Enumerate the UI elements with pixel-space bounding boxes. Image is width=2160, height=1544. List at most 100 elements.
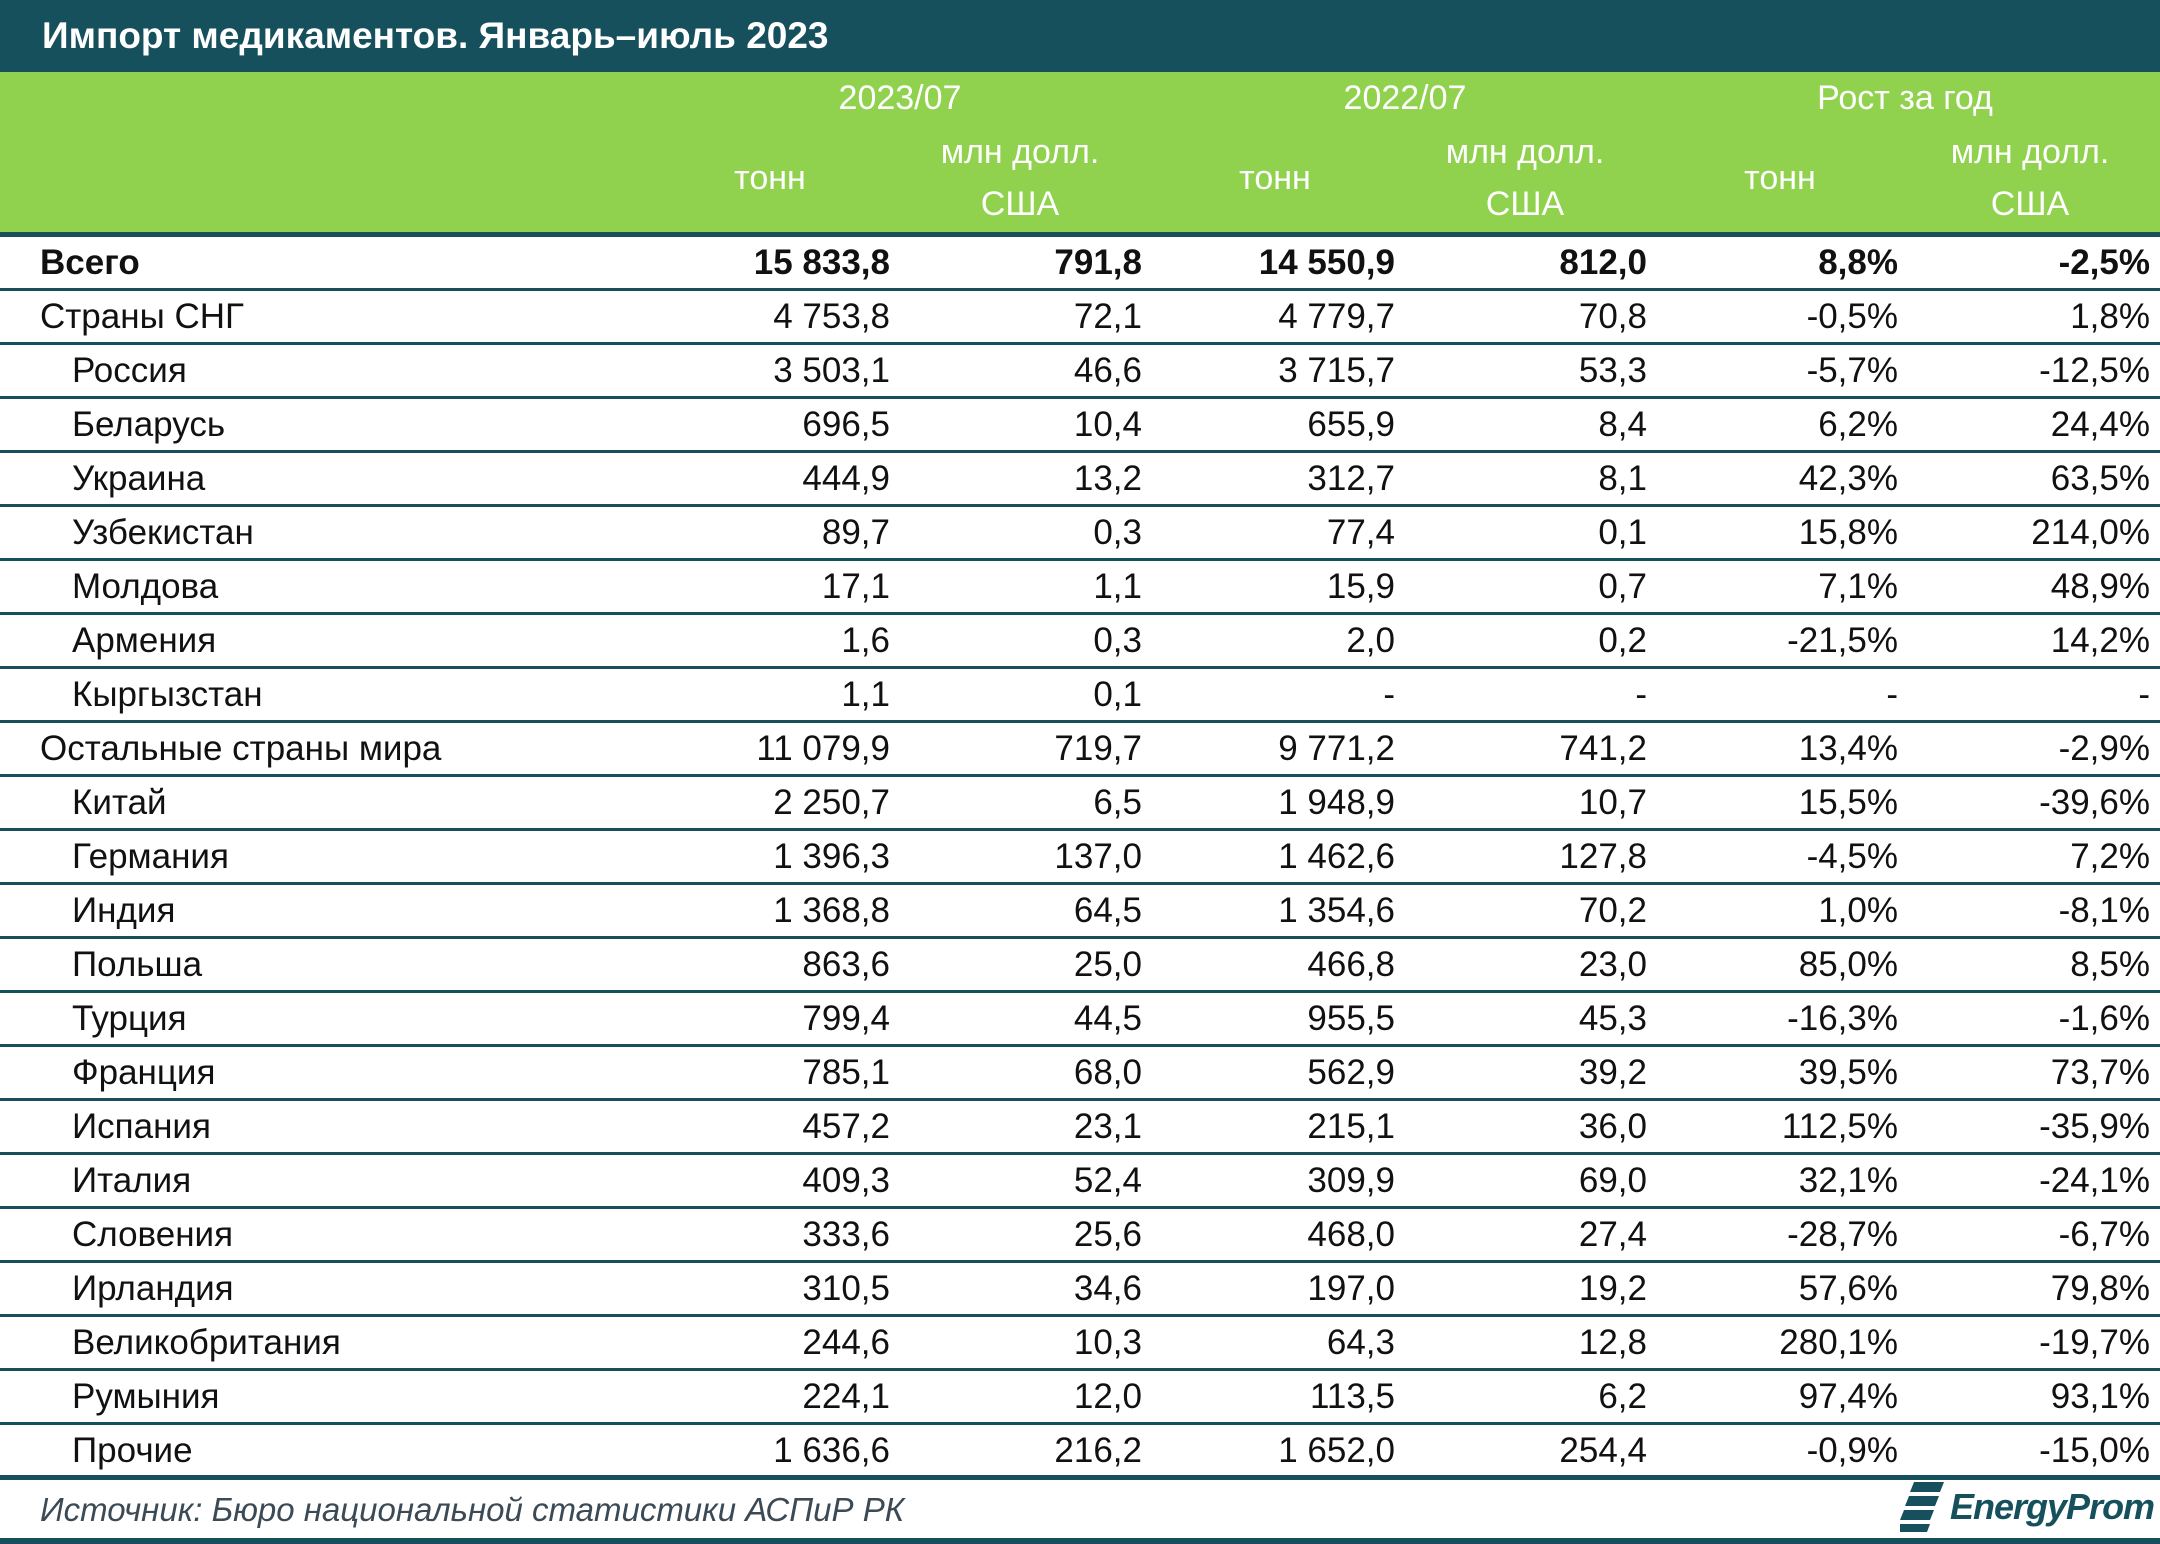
table-row: Прочие 1 636,6 216,2 1 652,0 254,4 -0,9% -15,0… bbox=[0, 1424, 2160, 1478]
row-value: 57,6% bbox=[1798, 1269, 1898, 1308]
row-value: 89,7 bbox=[821, 513, 890, 552]
row-value: -1,6% bbox=[2058, 999, 2150, 1038]
row-separator bbox=[0, 936, 2160, 939]
row-value: 34,6 bbox=[1073, 1269, 1142, 1308]
row-value: 444,9 bbox=[802, 459, 890, 498]
row-value: -28,7% bbox=[1787, 1215, 1898, 1254]
row-value: 1 368,8 bbox=[773, 891, 890, 930]
row-value: 409,3 bbox=[802, 1161, 890, 1200]
row-value: 25,0 bbox=[1073, 945, 1142, 984]
row-value: -24,1% bbox=[2039, 1161, 2150, 1200]
row-value: 0,1 bbox=[1093, 675, 1142, 714]
row-value: -16,3% bbox=[1787, 999, 1898, 1038]
row-value: 719,7 bbox=[1054, 729, 1142, 768]
row-value: 785,1 bbox=[802, 1053, 890, 1092]
row-separator bbox=[0, 1422, 2160, 1425]
header-unit-usd-2023-l2: США bbox=[980, 185, 1060, 223]
row-value: 112,5% bbox=[1781, 1107, 1898, 1146]
row-value: 42,3% bbox=[1798, 459, 1898, 498]
row-value: 46,6 bbox=[1073, 351, 1142, 390]
row-value: 0,3 bbox=[1093, 621, 1142, 660]
row-value: 93,1% bbox=[2050, 1377, 2150, 1416]
table-row: Индия 1 368,8 64,5 1 354,6 70,2 1,0% -8,1% bbox=[0, 884, 2160, 938]
row-value: 1,1 bbox=[1093, 567, 1142, 606]
row-value: 1 354,6 bbox=[1278, 891, 1395, 930]
row-label: Остальные страны мира bbox=[40, 729, 442, 768]
row-value: 4 753,8 bbox=[773, 297, 890, 336]
row-value: 17,1 bbox=[821, 567, 890, 606]
row-label: Индия bbox=[72, 891, 176, 930]
row-value: 39,5% bbox=[1798, 1053, 1898, 1092]
table-title: Импорт медикаментов. Январь–июль 2023 bbox=[42, 15, 829, 56]
row-value: 7,1% bbox=[1818, 567, 1898, 606]
row-separator bbox=[0, 450, 2160, 453]
table-row: Кыргызстан 1,1 0,1 - - - - bbox=[0, 668, 2160, 722]
header-unit-tons-2023: тонн bbox=[734, 159, 806, 197]
row-value: 79,8% bbox=[2050, 1269, 2150, 1308]
row-value: 23,1 bbox=[1073, 1107, 1142, 1146]
row-value: 0,1 bbox=[1598, 513, 1647, 552]
row-value: 137,0 bbox=[1054, 837, 1142, 876]
table-row: Франция 785,1 68,0 562,9 39,2 39,5% 73,7% bbox=[0, 1046, 2160, 1100]
row-value: 27,4 bbox=[1578, 1215, 1647, 1254]
row-value: 97,4% bbox=[1798, 1377, 1898, 1416]
row-label: Германия bbox=[72, 837, 229, 876]
table-row: Испания 457,2 23,1 215,1 36,0 112,5% -35,9% bbox=[0, 1100, 2160, 1154]
row-separator bbox=[0, 828, 2160, 831]
row-value: 0,3 bbox=[1093, 513, 1142, 552]
row-value: 64,5 bbox=[1073, 891, 1142, 930]
row-value: 1,1 bbox=[841, 675, 890, 714]
table-row: Ирландия 310,5 34,6 197,0 19,2 57,6% 79,8% bbox=[0, 1262, 2160, 1316]
row-value: 77,4 bbox=[1326, 513, 1395, 552]
logo-text: EnergyProm bbox=[1950, 1486, 2155, 1527]
row-label: Армения bbox=[72, 621, 217, 660]
table-row: Россия 3 503,1 46,6 3 715,7 53,3 -5,7% -12,5% bbox=[0, 344, 2160, 398]
row-value: 0,7 bbox=[1598, 567, 1647, 606]
row-label: Россия bbox=[72, 351, 187, 390]
row-value: 10,3 bbox=[1073, 1323, 1142, 1362]
energyprom-logo: EnergyProm bbox=[1900, 1478, 2155, 1536]
row-value: 15 833,8 bbox=[753, 243, 890, 282]
row-value: 244,6 bbox=[802, 1323, 890, 1362]
row-separator bbox=[0, 1098, 2160, 1101]
row-value: 4 779,7 bbox=[1278, 297, 1395, 336]
row-value: -4,5% bbox=[1806, 837, 1898, 876]
row-label: Молдова bbox=[72, 567, 219, 606]
row-value: - bbox=[1886, 675, 1898, 714]
header-unit-usd-growth-l2: США bbox=[1990, 185, 2070, 223]
row-value: 1,0% bbox=[1818, 891, 1898, 930]
row-value: 8,1 bbox=[1598, 459, 1647, 498]
row-separator bbox=[0, 612, 2160, 615]
table-row: Польша 863,6 25,0 466,8 23,0 85,0% 8,5% bbox=[0, 938, 2160, 992]
row-value: 14,2% bbox=[2050, 621, 2150, 660]
row-separator bbox=[0, 288, 2160, 291]
header-unit-tons-2022: тонн bbox=[1239, 159, 1311, 197]
row-separator bbox=[0, 1368, 2160, 1371]
header-group-2022: 2022/07 bbox=[1343, 79, 1467, 117]
table-row: Румыния 224,1 12,0 113,5 6,2 97,4% 93,1% bbox=[0, 1370, 2160, 1424]
row-value: 280,1% bbox=[1779, 1323, 1898, 1362]
header-unit-usd-growth-l1: млн долл. bbox=[1950, 133, 2110, 171]
table-row: Великобритания 244,6 10,3 64,3 12,8 280,1% -19… bbox=[0, 1316, 2160, 1370]
row-value: 73,7% bbox=[2050, 1053, 2150, 1092]
row-value: 10,4 bbox=[1073, 405, 1142, 444]
row-value: -5,7% bbox=[1806, 351, 1898, 390]
row-value: 63,5% bbox=[2050, 459, 2150, 498]
row-value: 6,2 bbox=[1598, 1377, 1647, 1416]
row-value: 0,2 bbox=[1598, 621, 1647, 660]
row-value: 85,0% bbox=[1798, 945, 1898, 984]
row-separator bbox=[0, 504, 2160, 507]
table-row: Словения 333,6 25,6 468,0 27,4 -28,7% -6,7% bbox=[0, 1208, 2160, 1262]
row-label: Страны СНГ bbox=[40, 297, 244, 336]
row-value: 1 652,0 bbox=[1278, 1431, 1395, 1470]
row-value: 799,4 bbox=[802, 999, 890, 1038]
energyprom-logo-icon bbox=[1900, 1482, 1944, 1532]
row-value: 214,0% bbox=[2031, 513, 2150, 552]
row-value: 113,5 bbox=[1310, 1377, 1395, 1416]
row-value: 70,8 bbox=[1578, 297, 1647, 336]
row-value: 127,8 bbox=[1559, 837, 1647, 876]
row-label: Всего bbox=[40, 243, 140, 282]
table-row: Италия 409,3 52,4 309,9 69,0 32,1% -24,1% bbox=[0, 1154, 2160, 1208]
row-label: Кыргызстан bbox=[72, 675, 263, 714]
row-value: 812,0 bbox=[1559, 243, 1647, 282]
